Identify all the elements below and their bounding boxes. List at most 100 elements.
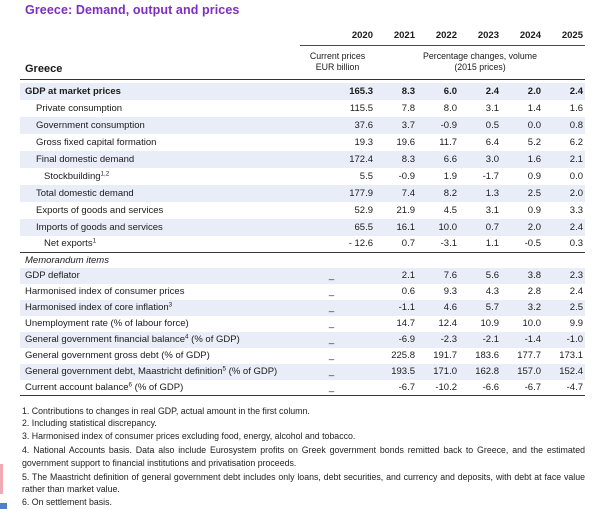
table-row: Net exports1 - 12.6 0.7 -3.1 1.1 -0.5 0.3 (20, 236, 585, 253)
value-cell: 2.5 (501, 184, 543, 202)
value-cell: -0.9 (417, 116, 459, 134)
memorandum-rows: Memorandum items GDP deflator _ 2.1 7.6 5.6 3… (20, 252, 585, 396)
value-cell: 0.6 (401, 286, 415, 297)
demand-output-prices-table: 2020 2021 2022 2023 2024 2025 Greece Current … (20, 28, 585, 396)
units-header-row: Greece Current prices EUR billion Percen… (20, 45, 585, 80)
row-label: GDP deflator (20, 267, 300, 284)
value-cell: 14.7 (396, 318, 416, 329)
table-row: General government debt, Maastricht defi… (20, 363, 585, 380)
value-cell: 8.3 (375, 82, 417, 100)
value-cell: 10.9 (480, 318, 500, 329)
table-row: Unemployment rate (% of labour force) _ 14… (20, 316, 585, 332)
value-cell: 2.1 (375, 267, 417, 284)
value-cell: 172.4 (300, 150, 375, 168)
value-cell: 2.4 (459, 82, 501, 100)
value-cell: 8.2 (417, 184, 459, 202)
value-cell: 5.7 (459, 299, 501, 316)
value-cell: -3.1 (440, 238, 457, 250)
value-cell: 3.1 (485, 204, 499, 216)
value-cell: _ (328, 286, 335, 297)
page-title: Greece: Demand, output and prices (25, 3, 240, 17)
value-cell: 1.3 (459, 184, 501, 202)
row-label: Private consumption (36, 102, 123, 114)
row-label: Harmonised index of core inflation3 (20, 299, 300, 316)
value-cell: _ (300, 363, 375, 380)
value-cell: 7.8 (401, 102, 415, 114)
value-cell: 19.3 (354, 136, 374, 148)
value-cell: 157.0 (501, 363, 543, 380)
value-cell: 3.0 (459, 150, 501, 168)
value-cell: 19.6 (396, 136, 416, 148)
value-cell: _ (300, 331, 375, 348)
value-cell: 177.7 (517, 350, 541, 361)
value-cell: 37.6 (300, 116, 375, 134)
table-row: GDP deflator _ 2.1 7.6 5.6 3.8 2.3 (20, 267, 585, 284)
value-cell: _ (328, 350, 335, 361)
value-cell: 193.5 (375, 363, 417, 380)
table-row: Gross fixed capital formation 19.3 19.6 11.… (20, 134, 585, 151)
row-label: Final domestic demand (20, 150, 300, 168)
unit-line: Percentage changes, volume (423, 51, 537, 61)
value-cell: _ (300, 299, 375, 316)
footnote-4: 4. National Accounts basis. Data also in… (22, 445, 585, 468)
value-cell: 2.0 (543, 184, 585, 202)
header-gap-row (20, 79, 585, 83)
row-label: General government debt, Maastricht defi… (20, 363, 300, 380)
value-cell: _ (300, 267, 375, 284)
left-edge-artifact-blue (0, 503, 7, 509)
value-cell: -6.6 (459, 379, 501, 396)
row-label: Total domestic demand (20, 184, 300, 202)
value-cell: 2.0 (501, 218, 543, 236)
value-cell: 3.8 (501, 267, 543, 284)
value-cell: 12.4 (438, 318, 458, 329)
value-cell: 0.3 (569, 238, 583, 250)
value-cell: 0.8 (543, 116, 585, 134)
row-label: Imports of goods and services (20, 218, 300, 236)
value-cell: 173.1 (559, 350, 583, 361)
value-cell: 11.7 (439, 136, 457, 148)
row-label: Unemployment rate (% of labour force) (25, 318, 189, 329)
table-row: Exports of goods and services 52.9 21.9 4.5… (20, 202, 585, 219)
row-label: Current account balance6 (% of GDP) (20, 379, 300, 396)
value-cell: 225.8 (391, 350, 415, 361)
table-row: General government financial balance4 (%… (20, 331, 585, 348)
value-cell: 6.2 (569, 136, 583, 148)
row-label: General government gross debt (% of GDP) (25, 350, 210, 361)
value-cell: 21.9 (396, 204, 416, 216)
table-row: Final domestic demand 172.4 8.3 6.6 3.0 1.6 2.… (20, 150, 585, 168)
value-cell: 1.1 (485, 238, 499, 250)
year-header-row: 2020 2021 2022 2023 2024 2025 (20, 28, 585, 46)
value-cell: -1.4 (501, 331, 543, 348)
value-cell: 8.3 (375, 150, 417, 168)
table-row: Stockbuilding1,2 5.5 -0.9 1.9 -1.7 0.9 0.0 (20, 168, 585, 185)
value-cell: 0.7 (459, 218, 501, 236)
value-cell: 1.6 (569, 102, 583, 114)
value-cell: 6.4 (485, 136, 499, 148)
value-cell: 3.2 (501, 299, 543, 316)
value-cell: 0.9 (527, 204, 541, 216)
memorandum-header-row: Memorandum items (20, 252, 585, 268)
table-row: Current account balance6 (% of GDP) _ -6.7… (20, 379, 585, 396)
table-row: Government consumption 37.6 3.7 -0.9 0.5 0.0 0… (20, 116, 585, 134)
table-row: Imports of goods and services 65.5 16.1 10.… (20, 218, 585, 236)
value-cell: 4.3 (485, 286, 499, 297)
value-cell: 191.7 (433, 350, 457, 361)
value-cell: 177.9 (300, 184, 375, 202)
value-cell: 2.0 (501, 82, 543, 100)
value-cell: 6.6 (417, 150, 459, 168)
year-header: 2022 (417, 28, 459, 46)
value-cell: 0.0 (501, 116, 543, 134)
value-cell: -4.7 (543, 379, 585, 396)
value-cell: -1.7 (482, 170, 499, 182)
value-cell: 162.8 (459, 363, 501, 380)
value-cell: -6.7 (375, 379, 417, 396)
value-cell: _ (328, 318, 335, 329)
value-cell: -1.0 (543, 331, 585, 348)
value-cell: 2.4 (543, 82, 585, 100)
footnote-6: 6. On settlement basis. (22, 496, 112, 507)
value-cell: 171.0 (417, 363, 459, 380)
region-label: Greece (20, 45, 300, 80)
value-cell: 0.5 (459, 116, 501, 134)
unit-line: EUR billion (315, 61, 360, 72)
value-cell: 2.3 (543, 267, 585, 284)
